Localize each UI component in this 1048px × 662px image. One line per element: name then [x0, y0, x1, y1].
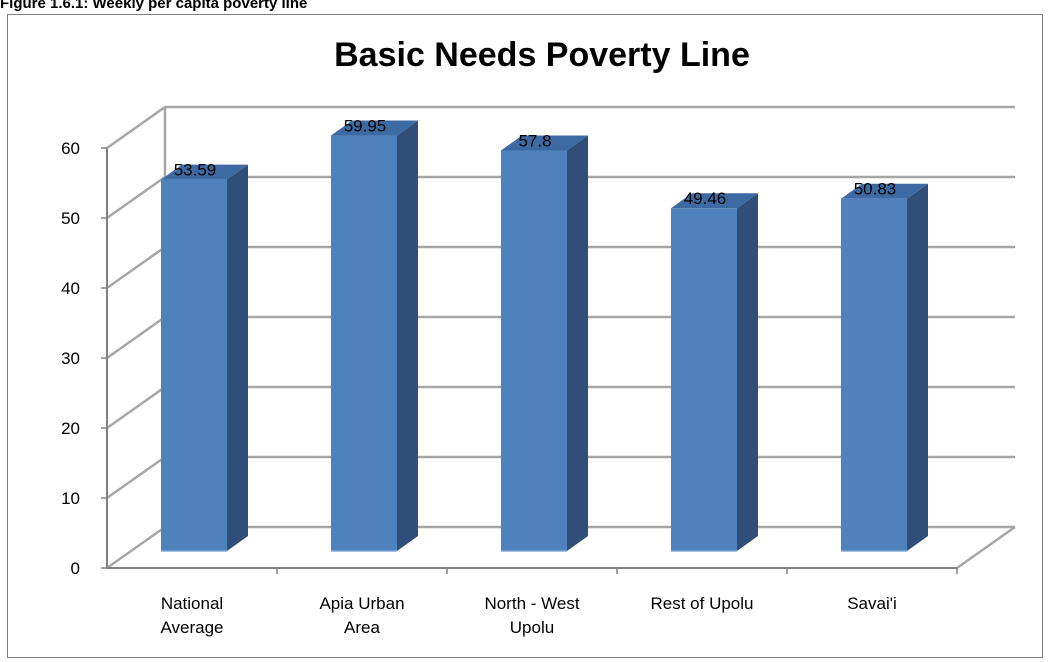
- data-label: 53.59: [174, 161, 217, 180]
- bar-side: [567, 135, 588, 552]
- category-labels: National Average Apia Urban Area North - Wes…: [160, 594, 896, 637]
- y-tick-label: 20: [61, 419, 80, 438]
- category-label-line: Apia Urban: [319, 594, 404, 613]
- category-label-line: Average: [160, 618, 223, 637]
- bar: [161, 179, 227, 551]
- bar-side: [397, 120, 418, 551]
- bar-side: [737, 193, 758, 552]
- bar-side: [907, 183, 928, 551]
- data-label: 50.83: [854, 180, 897, 199]
- category-label-line: National: [161, 594, 223, 613]
- data-label: 57.8: [518, 131, 551, 150]
- y-tick-label: 50: [61, 209, 80, 228]
- bar: [501, 150, 567, 552]
- chart-frame: Basic Needs Poverty Line 53.59 59.95 57.8 4…: [7, 14, 1043, 658]
- data-label: 59.95: [344, 117, 387, 136]
- side-gridline: [106, 315, 166, 360]
- y-tick-label: 30: [61, 349, 80, 368]
- bar: [671, 208, 737, 552]
- data-label: 49.46: [684, 189, 727, 208]
- y-tick-label: 10: [61, 489, 80, 508]
- category-label: Rest of Upolu: [651, 594, 754, 613]
- floor-edge: [956, 525, 1016, 570]
- side-gridline: [106, 525, 166, 570]
- y-tick-label: 60: [61, 139, 80, 158]
- bar-side: [227, 164, 248, 551]
- category-label-line: Savai'i: [847, 594, 897, 613]
- y-tick-labels: 0 10 20 30 40 50 60: [61, 139, 80, 578]
- category-label: North - West Upolu: [484, 594, 579, 637]
- category-label: Savai'i: [847, 594, 897, 613]
- category-label-line: North - West: [484, 594, 579, 613]
- bar: [331, 135, 397, 551]
- bar: [841, 198, 907, 551]
- y-tick-label: 0: [71, 559, 80, 578]
- category-label: National Average: [160, 594, 223, 637]
- bar-top: [841, 183, 928, 199]
- bar-top: [161, 164, 248, 180]
- figure-caption: Figure 1.6.1: Weekly per capita poverty …: [0, 0, 308, 12]
- bars: [161, 120, 928, 552]
- axes: [101, 147, 958, 574]
- side-gridline: [106, 385, 166, 430]
- side-gridline: [106, 175, 166, 220]
- category-label-line: Upolu: [510, 618, 554, 637]
- bar-top: [331, 120, 418, 136]
- side-gridline: [106, 105, 166, 150]
- bar-top: [501, 135, 588, 151]
- y-tick-label: 40: [61, 279, 80, 298]
- chart-title: Basic Needs Poverty Line: [334, 36, 750, 74]
- data-labels: 53.59 59.95 57.8 49.46 50.83: [174, 117, 897, 209]
- category-label-line: Rest of Upolu: [651, 594, 754, 613]
- side-gridline: [106, 245, 166, 290]
- bar-chart: Basic Needs Poverty Line 53.59 59.95 57.8 4…: [61, 36, 1016, 637]
- category-label-line: Area: [344, 618, 380, 637]
- category-label: Apia Urban Area: [319, 594, 404, 637]
- bar-top: [671, 193, 758, 209]
- side-gridline: [106, 455, 166, 500]
